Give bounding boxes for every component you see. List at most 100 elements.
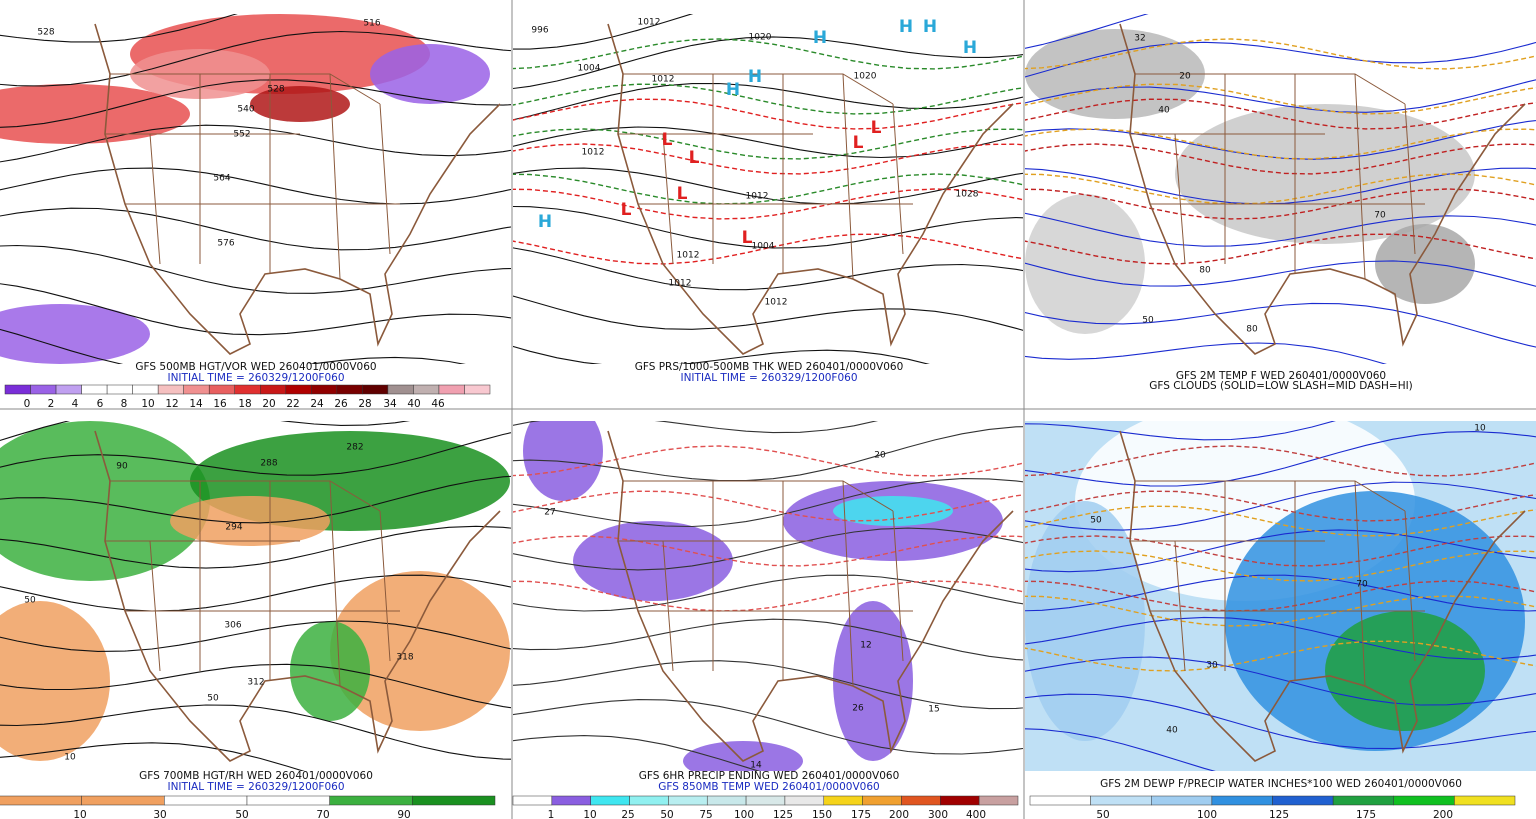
contour-label: 80 (1199, 266, 1211, 276)
colorbar-swatch (157, 384, 184, 395)
contour-label: 1012 (746, 192, 769, 202)
contour-line (0, 283, 511, 336)
coastline (1119, 23, 1526, 355)
colorbar-swatch (106, 384, 133, 395)
contour-line (513, 445, 1023, 477)
contour-line (513, 188, 1023, 220)
caption: GFS 500MB HGT/VOR WED 260401/0000V060 (135, 361, 376, 373)
colorbar-label: 300 (928, 809, 948, 819)
contour-line (1025, 173, 1536, 205)
colorbar-swatch (784, 795, 825, 806)
contour-label: 552 (233, 130, 250, 140)
high-marker: H (923, 17, 937, 37)
colorbar-swatch (745, 795, 786, 806)
contour-line (1025, 128, 1536, 160)
colorbar-swatch (1332, 795, 1394, 806)
contour-line (0, 124, 511, 163)
contour-label: 528 (37, 28, 54, 38)
contour-label: 10 (1474, 424, 1486, 434)
colorbar-swatch (590, 795, 630, 806)
contour-label: 40 (1158, 106, 1170, 116)
contour-label: 312 (247, 678, 264, 688)
shaded-area (1175, 104, 1475, 244)
contour-label: 540 (237, 105, 254, 115)
caption: GFS 6HR PRECIP ENDING WED 260401/0000V06… (639, 770, 900, 782)
shaded-area (523, 421, 603, 501)
contour-label: 20 (874, 451, 886, 461)
contour-line (513, 82, 1023, 121)
low-marker: L (621, 200, 632, 220)
coastline (1119, 430, 1526, 762)
state-border (329, 480, 341, 687)
colorbar-label: 400 (966, 809, 986, 819)
contour-label: 90 (116, 462, 128, 472)
high-marker: H (538, 212, 552, 232)
contour-line (513, 247, 1023, 291)
low-marker: L (853, 133, 864, 153)
contour-label: 282 (346, 443, 363, 453)
colorbar-label: 26 (334, 398, 348, 410)
contour-line (0, 244, 511, 294)
caption: GFS 2M DEWP F/PRECIP WATER INCHES*100 WE… (1100, 778, 1462, 790)
contour-label: 50 (24, 596, 36, 606)
caption: GFS 2M TEMP F WED 260401/0000V060 (1176, 370, 1386, 382)
colorbar-label: 50 (660, 809, 673, 819)
colorbar-swatch (336, 384, 363, 395)
contour-label: 1004 (752, 242, 775, 252)
contour-line (513, 735, 761, 771)
colorbar-label: 100 (734, 809, 754, 819)
colorbar-swatch (132, 384, 159, 395)
contour-label: 1020 (854, 72, 877, 82)
contour-line (513, 128, 1023, 160)
contour-label: 1012 (652, 75, 675, 85)
contour-label: 1004 (578, 64, 601, 74)
contour-line (513, 83, 1023, 115)
colorbar-swatch (260, 384, 287, 395)
contour-label: 1028 (956, 190, 979, 200)
contour-line (1025, 550, 1536, 582)
contour-line (1025, 260, 1536, 287)
contour-line (1025, 481, 1536, 531)
shaded-area (1025, 29, 1205, 119)
colorbar-swatch (1090, 795, 1152, 806)
subcaption: INITIAL TIME = 260329/1200F060 (167, 372, 344, 384)
contour-line (1025, 656, 1536, 706)
contour-line (1025, 595, 1536, 627)
contour-label: 32 (1134, 34, 1145, 44)
colorbar-swatch (1029, 795, 1091, 806)
colorbar-label: 2 (48, 398, 55, 410)
state-border (842, 73, 854, 280)
colorbar-label: 20 (262, 398, 275, 410)
colorbar-label: 10 (73, 809, 86, 819)
shaded-area (370, 44, 490, 104)
contour-line (513, 233, 1023, 265)
contour-line (1025, 728, 1216, 771)
contour-label: 26 (852, 704, 864, 714)
contour-label: 564 (213, 174, 230, 184)
borders (1119, 430, 1526, 762)
low-marker: L (689, 148, 700, 168)
borders (1119, 23, 1526, 355)
contour-line (0, 663, 511, 709)
colorbar-swatch (0, 795, 82, 806)
contour-label: 15 (928, 705, 939, 715)
colorbar-swatch (668, 795, 708, 806)
state-border (1174, 540, 1186, 672)
colorbar-label: 70 (316, 809, 329, 819)
contour-line (513, 295, 1023, 331)
colorbar-label: 125 (773, 809, 793, 819)
contour-line (0, 525, 511, 569)
colorbar-label: 25 (621, 809, 634, 819)
contour-label: 1020 (749, 33, 772, 43)
colorbar-label: 24 (310, 398, 324, 410)
contour-line (0, 475, 511, 524)
colorbar-swatch (706, 795, 747, 806)
contour-line (513, 535, 1023, 567)
contour-line (1025, 38, 1536, 70)
contour-line (513, 126, 1023, 159)
contour-line (1025, 640, 1536, 672)
contour-line (1025, 188, 1536, 220)
map-labels: 516 528 528 540 552 564 576 996 1012 102… (24, 17, 1486, 771)
contour-label: 27 (544, 508, 555, 518)
contour-line (513, 345, 930, 364)
